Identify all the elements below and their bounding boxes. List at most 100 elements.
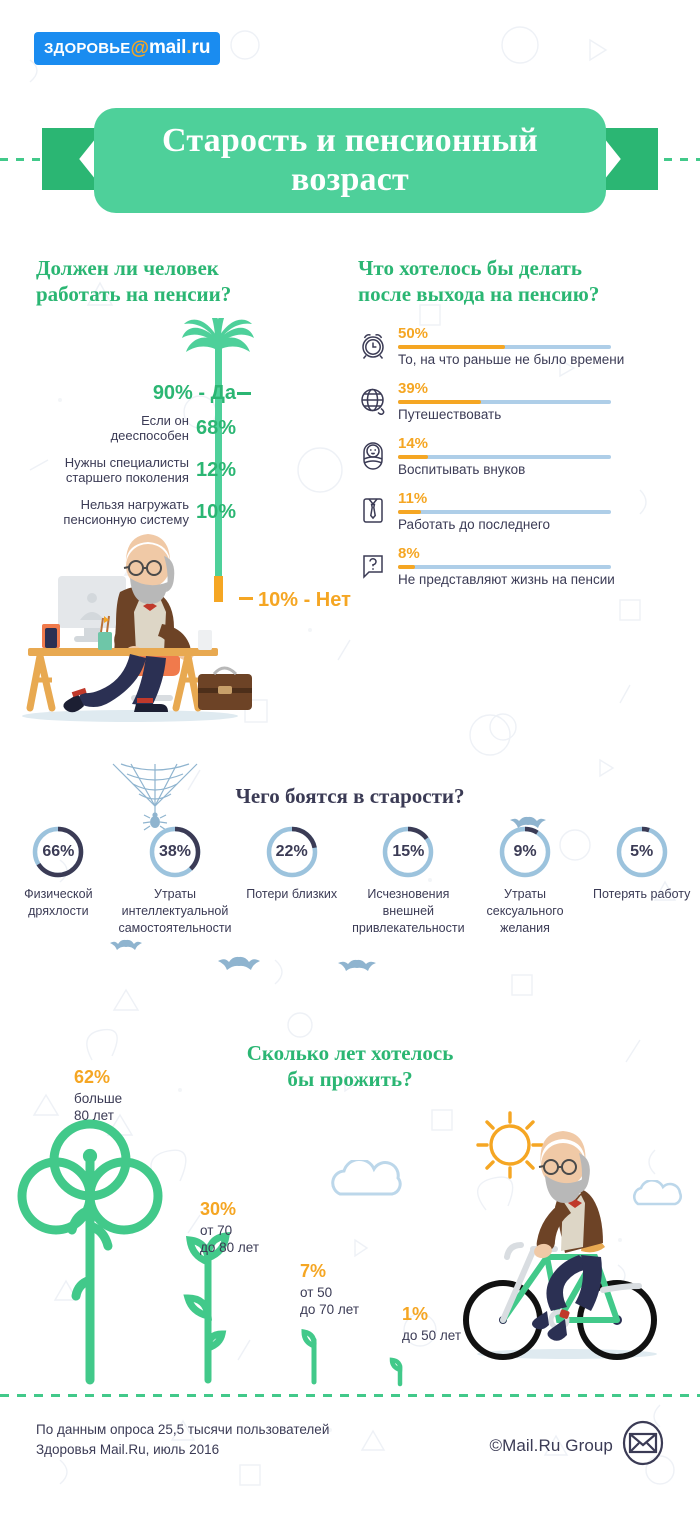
question1-row: Если он дееспособен 68% [10, 413, 236, 444]
years-label-2: 30% от 70 до 80 лет [200, 1199, 259, 1257]
question1-heading-line2: работать на пенсии? [36, 282, 232, 307]
years-text-line2: 80 лет [74, 1108, 114, 1124]
years-text: от 70 до 80 лет [200, 1222, 259, 1257]
ribbon-dash-left [0, 158, 52, 161]
years-label-1: 62% больше 80 лет [74, 1067, 123, 1125]
fear-percent: 5% [630, 843, 654, 860]
question1-rows: Если он дееспособен 68% Нужны специалист… [10, 413, 236, 540]
years-text-line1: больше [74, 1090, 123, 1106]
fear-item: 5% Потерять работу [583, 825, 700, 937]
question1-row-label-line2: дееспособен [110, 427, 189, 443]
palm-tree-icon [182, 318, 254, 602]
years-heading-line1: Сколько лет хотелось [246, 1041, 454, 1065]
fear-label: Утраты сексуального желания [486, 887, 564, 935]
survey-credit-line1: По данным опроса 25,5 тысячи пользовател… [36, 1422, 330, 1437]
envelope-icon [622, 1420, 664, 1471]
fear-donut: 15% [381, 825, 435, 879]
question1-yes-tick [237, 392, 251, 395]
years-percent: 62% [74, 1067, 111, 1087]
question1-row-label-line1: Нужны специалисты [64, 454, 189, 470]
question1-no-tick [239, 597, 253, 600]
bat-icon [218, 956, 260, 970]
question2-item-body: 39% Путешествовать [398, 380, 678, 423]
years-percent: 7% [300, 1261, 327, 1281]
logo-word-zdorovie: ЗДОРОВЬЕ [44, 40, 131, 57]
fear-label: Потери близких [246, 887, 338, 901]
question2-item-bar [398, 399, 611, 404]
question2-item-percent: 11% [398, 489, 428, 507]
fear-item: 22% Потери близких [233, 825, 350, 937]
question2-item-label: Работать до последнего [398, 516, 550, 532]
fear-percent: 9% [513, 843, 537, 860]
fear-donut: 66% [31, 825, 85, 879]
years-text: от 50 до 70 лет [300, 1284, 359, 1319]
question2-item-label: Не представляют жизнь на пенсии [398, 571, 615, 587]
question1-no-label: 10% - Нет [258, 589, 351, 611]
question1-row: Нужны специалисты старшего поколения 12% [10, 454, 236, 486]
question2-item-body: 14% Воспитывать внуков [398, 435, 678, 478]
cloud-icon [331, 1160, 402, 1196]
brand-label: ©Mail.Ru Group [489, 1435, 613, 1455]
question2-item-bar [398, 509, 611, 514]
question2-item: 14% Воспитывать внуков [358, 435, 678, 478]
fears-heading: Чего боятся в старости? [235, 784, 465, 808]
cloud-icon [632, 1180, 682, 1206]
globe-icon [358, 383, 388, 417]
years-text-line2: до 80 лет [200, 1240, 260, 1256]
question2-item-body: 50% То, на что раньше не было времени [398, 325, 678, 368]
question2-heading-line1: Что хотелось бы делать [358, 256, 582, 280]
site-logo[interactable]: ЗДОРОВЬЕ @ mail . ru [34, 32, 221, 65]
fear-item: 38% Утраты интеллектуальной самостоятель… [117, 825, 234, 937]
question2-item-bar-fill [398, 564, 416, 569]
question1-heading-line1: Должен ли человек [36, 256, 219, 280]
question2-item-bar-fill [398, 454, 428, 459]
question1-yes-row: 90% - Да [10, 382, 236, 405]
logo-word-ru: ru [191, 37, 211, 58]
years-label-4: 1% до 50 лет [402, 1304, 461, 1344]
ribbon-body: Старость и пенсионный возраст [94, 108, 606, 213]
years-heading-line2: бы прожить? [287, 1067, 413, 1092]
years-text-line1: от 50 [300, 1284, 333, 1300]
fears-list: 66% Физической дряхлости 38% Утраты инте… [0, 825, 700, 937]
question2-item-bar [398, 564, 611, 569]
years-label-3: 7% от 50 до 70 лет [300, 1261, 359, 1319]
question2-item-bar-fill [398, 399, 482, 404]
fear-label: Физической дряхлости [24, 887, 93, 918]
question1-row-value: 68% [195, 417, 236, 440]
fear-percent: 15% [392, 843, 425, 860]
alarm-clock-icon [358, 328, 388, 362]
question-bubble-icon [358, 548, 388, 582]
brand-block: ©Mail.Ru Group [489, 1420, 664, 1471]
question2-item-percent: 50% [398, 325, 429, 343]
question2-item-percent: 8% [398, 544, 420, 562]
question2-item: 11% Работать до последнего [358, 490, 678, 533]
question2-item-bar [398, 344, 611, 349]
page-title-line1: Старость и пенсионный [162, 122, 538, 160]
shirt-tie-icon [358, 493, 388, 527]
page-title-line2: возраст [291, 160, 409, 198]
years-percent: 30% [200, 1199, 237, 1219]
question2-item-percent: 14% [398, 434, 429, 452]
title-ribbon: Старость и пенсионный возраст [0, 100, 700, 218]
swaddled-baby-icon [358, 438, 388, 472]
fear-percent: 38% [158, 843, 192, 860]
fear-donut: 38% [148, 825, 202, 879]
bat-icon [110, 939, 142, 950]
question2-item-body: 8% Не представляют жизнь на пенсии [398, 545, 678, 588]
bat-icon [510, 816, 546, 828]
question1-row-label-line1: Нельзя нагружать [80, 496, 189, 512]
question1-row-label-line2: пенсионную систему [63, 511, 189, 527]
question1-row-value: 10% [195, 501, 236, 524]
fear-donut: 9% [498, 825, 552, 879]
question2-item-label: Путешествовать [398, 406, 502, 422]
question1-row-label: Если он дееспособен [110, 413, 189, 444]
question2-block: Что хотелось бы делать после выхода на п… [358, 255, 678, 600]
survey-credit: По данным опроса 25,5 тысячи пользовател… [36, 1420, 329, 1459]
question1-row-label: Нельзя нагружать пенсионную систему [63, 496, 189, 528]
ribbon-dash-right [648, 158, 700, 161]
question2-list: 50% То, на что раньше не было времени [358, 325, 678, 588]
growing-plants-illustration [17, 1119, 403, 1387]
footer-divider [0, 1394, 700, 1397]
fear-item: 66% Физической дряхлости [0, 825, 117, 937]
years-text-line1: от 70 [200, 1222, 233, 1238]
